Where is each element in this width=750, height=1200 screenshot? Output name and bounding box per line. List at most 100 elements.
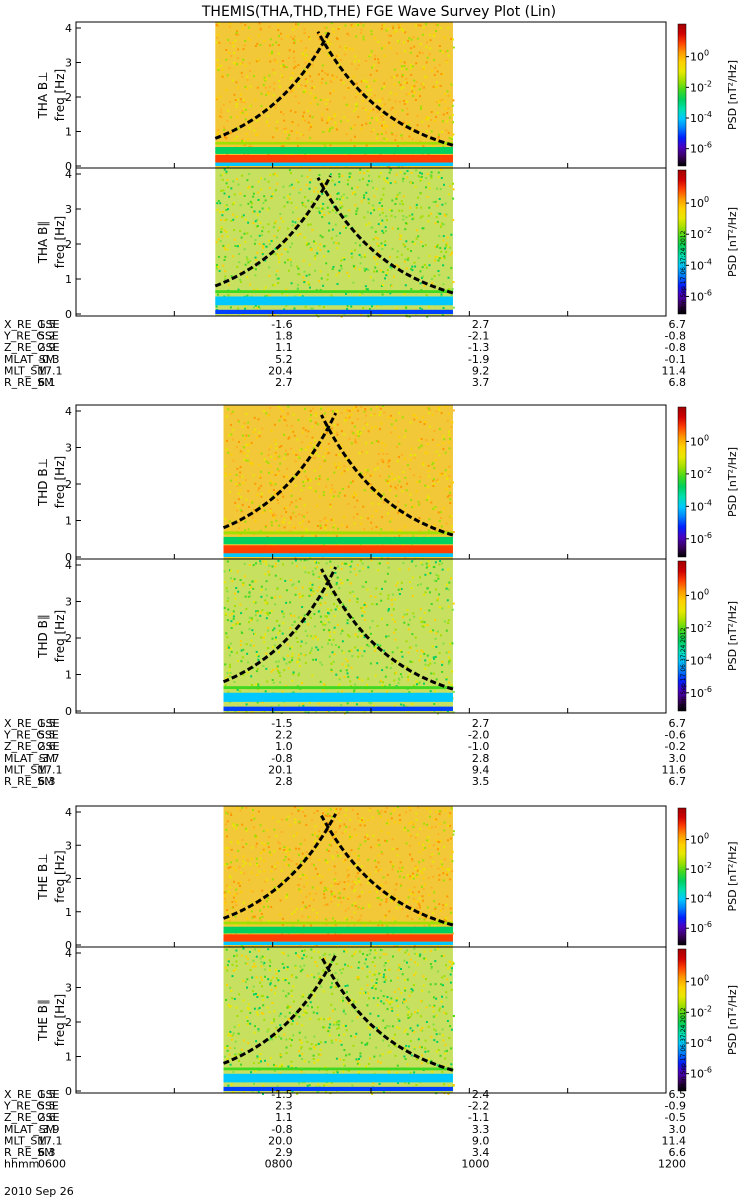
noise-cell [265,412,268,415]
noise-cell [438,563,441,566]
noise-cell [232,906,235,909]
noise-cell [245,434,248,437]
noise-cell [268,471,270,474]
noise-cell [337,527,339,530]
noise-cell [418,88,421,91]
noise-cell [238,441,240,443]
noise-cell [226,119,229,122]
noise-cell [437,833,440,836]
noise-cell [379,920,382,923]
noise-cell [307,281,310,284]
noise-cell [263,641,266,644]
noise-cell [284,261,287,264]
noise-cell [448,465,451,468]
noise-cell [333,615,336,618]
noise-cell [392,863,395,866]
noise-cell [369,212,372,215]
noise-cell [248,62,251,65]
noise-cell [407,676,409,678]
noise-cell [435,101,438,104]
noise-cell [425,807,428,810]
noise-cell [289,824,292,827]
noise-cell [347,964,350,967]
noise-cell [259,221,262,224]
noise-cell [377,453,380,455]
noise-cell [420,649,423,652]
noise-cell [346,660,349,663]
noise-cell [234,893,237,896]
noise-cell [369,807,372,810]
noise-cell [327,442,330,445]
noise-cell [426,116,429,119]
noise-cell [363,924,366,927]
noise-cell [297,616,300,619]
noise-cell [450,136,453,139]
noise-cell [367,268,370,271]
noise-cell [316,525,319,527]
noise-cell [314,439,316,442]
noise-cell [373,79,376,82]
noise-cell [434,690,437,693]
noise-cell [227,38,230,41]
noise-cell [437,136,440,138]
noise-cell [262,1092,264,1095]
noise-cell [226,248,229,251]
noise-cell [220,111,223,114]
noise-cell [441,660,444,663]
panel-ylabel: THA B∥ [36,221,50,265]
noise-cell [438,100,441,103]
noise-cell [290,172,292,175]
noise-cell [312,447,315,450]
noise-cell [304,630,307,633]
noise-cell [450,426,453,429]
noise-cell [237,849,240,852]
noise-cell [413,615,416,618]
noise-cell [244,520,247,523]
noise-cell [415,1058,418,1061]
noise-cell [293,67,295,70]
noise-cell [232,615,235,618]
noise-cell [292,691,295,694]
curve-right [316,176,454,295]
noise-cell [230,650,233,653]
noise-cell [452,197,455,200]
noise-cell [227,691,230,694]
noise-cell [430,886,433,889]
noise-cell [288,57,290,59]
noise-cell [380,459,383,462]
noise-cell [244,479,247,481]
noise-cell [436,220,439,223]
noise-cell [404,50,406,53]
noise-cell [271,865,274,868]
noise-cell [314,535,317,538]
noise-cell [396,806,399,808]
noise-cell [259,44,262,47]
noise-cell [381,293,384,296]
noise-cell [272,629,274,632]
noise-cell [294,23,297,26]
noise-cell [405,999,408,1002]
noise-cell [426,452,429,455]
noise-cell [290,501,293,504]
noise-cell [328,639,331,642]
noise-cell [334,923,337,926]
noise-cell [241,27,244,30]
noise-cell [385,274,388,277]
noise-cell [365,122,368,125]
noise-cell [283,119,286,122]
noise-cell [217,67,220,69]
noise-cell [341,832,344,835]
noise-cell [304,429,307,432]
noise-cell [387,594,390,597]
noise-cell [348,833,351,836]
noise-cell [332,526,335,529]
noise-cell [276,277,279,280]
noise-cell [225,182,228,185]
noise-cell [278,419,281,422]
noise-cell [230,812,232,815]
noise-cell [236,30,238,33]
noise-cell [246,652,249,655]
noise-cell [395,495,398,497]
noise-cell [223,246,226,249]
noise-cell [272,681,275,684]
